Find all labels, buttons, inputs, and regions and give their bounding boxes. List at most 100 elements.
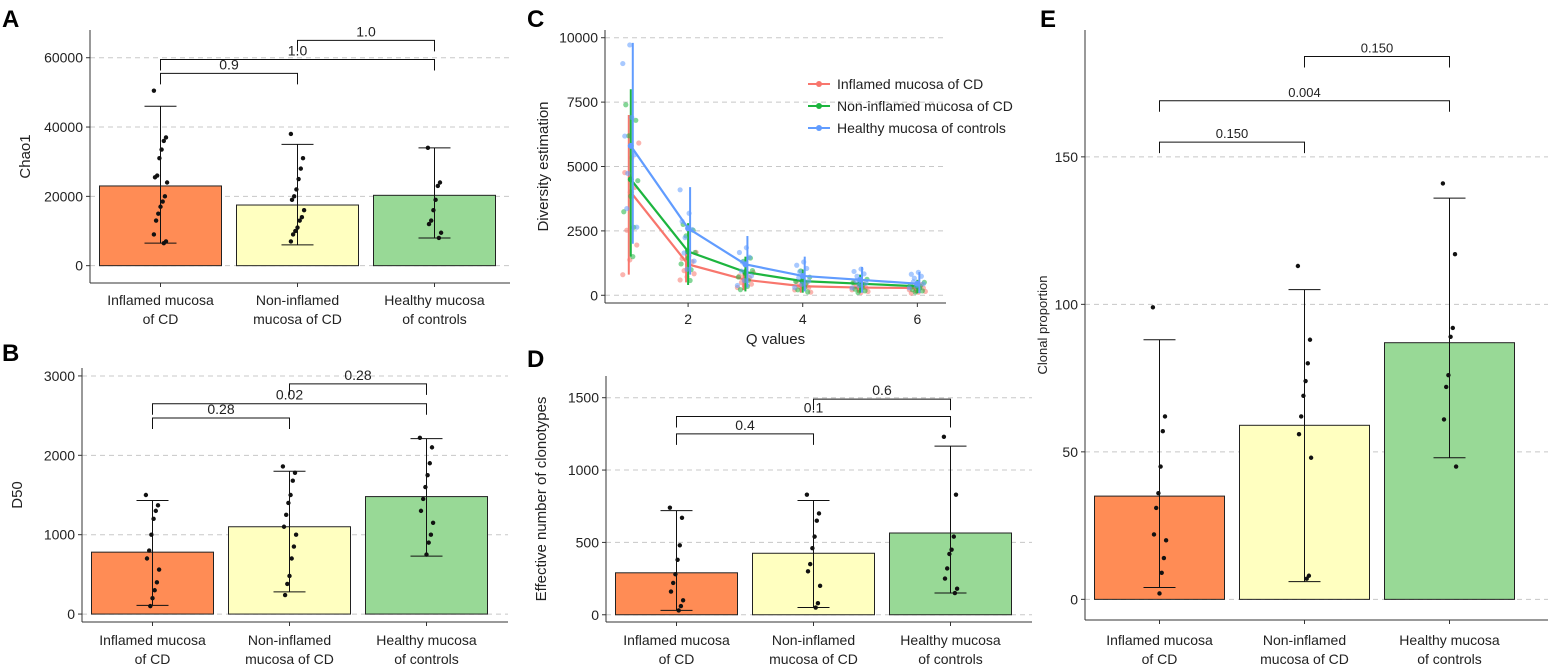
data-point: [1159, 570, 1164, 575]
sample-point: [794, 262, 800, 268]
panel-d: 0 500 1000 1500 Inflamed mucosa of CD Non-infl…: [533, 376, 1032, 665]
sample-point: [741, 278, 748, 284]
p-value-label: 0.28: [344, 367, 371, 383]
sample-point: [920, 281, 926, 287]
data-point: [1452, 252, 1458, 257]
data-point: [298, 166, 303, 171]
sample-point: [691, 271, 697, 277]
data-point: [429, 218, 434, 223]
data-point: [288, 131, 294, 137]
x-tick-label: Inflamed mucosa: [99, 632, 206, 648]
y-tick-label: 2000: [44, 447, 75, 463]
x-tick-label: mucosa of CD: [245, 651, 334, 665]
data-point: [678, 603, 684, 609]
data-point: [1163, 538, 1169, 543]
data-point: [1157, 591, 1162, 596]
y-tick-label: 7500: [567, 94, 598, 110]
data-point: [156, 211, 161, 216]
data-point: [680, 598, 686, 603]
y-tick-label: 3000: [44, 368, 75, 384]
data-point: [291, 544, 297, 549]
p-value-label: 1.0: [356, 23, 376, 39]
y-tick-label: 10000: [559, 30, 598, 46]
sample-point: [677, 187, 683, 193]
data-point: [161, 138, 166, 144]
x-tick-label: Healthy mucosa: [376, 632, 477, 648]
data-point: [289, 197, 295, 203]
y-tick-label: 5000: [567, 159, 598, 175]
data-point: [144, 556, 150, 561]
data-point: [427, 461, 432, 466]
sample-point: [908, 271, 914, 277]
significance-bracket: [676, 433, 814, 445]
x-tick-label: 2: [684, 311, 692, 327]
sample-point: [735, 274, 742, 280]
data-point: [426, 221, 432, 227]
x-tick-label: of CD: [135, 651, 171, 665]
data-point: [1296, 431, 1302, 437]
data-point: [437, 180, 443, 185]
significance-bracket: [813, 398, 951, 411]
data-point: [1162, 414, 1168, 419]
x-tick-label: Non-inflamed: [248, 632, 331, 648]
x-tick-label: Healthy mucosa: [384, 292, 485, 308]
data-point: [668, 589, 674, 594]
panel-label: D: [527, 346, 544, 373]
panel-a: 0 20000 40000 60000 Inflamed mucosa of CD Non-…: [17, 23, 510, 327]
x-tick-label: Healthy mucosa: [900, 632, 1001, 648]
sample-point: [691, 258, 697, 264]
p-value-label: 0.4: [735, 417, 755, 433]
y-axis-label: Clonal proportion: [1035, 275, 1050, 374]
panel-c: 0 2500 5000 7500 10000 2 4 6 Inflamed mucosa of …: [535, 30, 1013, 348]
legend-key-point: [816, 125, 822, 131]
data-point: [1450, 325, 1456, 331]
panel-label: E: [1040, 6, 1056, 33]
x-tick-label: Inflamed mucosa: [107, 292, 214, 308]
y-tick-label: 20000: [44, 188, 83, 204]
data-point: [816, 511, 822, 516]
x-tick-label: Non-inflamed: [256, 292, 339, 308]
p-value-label: 0.9: [219, 56, 239, 72]
data-point: [671, 580, 676, 586]
series-point: [914, 280, 921, 287]
data-point: [301, 208, 307, 213]
data-point: [1444, 384, 1449, 390]
panel-e: 0 50 100 150 Inflamed mucosa of CD Non-inflame…: [1035, 30, 1548, 665]
panel-label: B: [2, 340, 19, 367]
sample-point: [681, 250, 687, 256]
data-point: [951, 534, 956, 539]
data-point: [143, 492, 149, 498]
sample-point: [797, 269, 803, 275]
y-tick-label: 2500: [567, 223, 598, 239]
y-tick-label: 60000: [44, 50, 83, 66]
data-point: [1160, 429, 1166, 434]
data-point: [667, 505, 673, 510]
data-point: [1299, 414, 1304, 419]
data-point: [942, 576, 948, 581]
data-point: [679, 515, 685, 521]
x-tick-label: Non-inflamed: [1263, 632, 1346, 648]
x-tick-label: mucosa of CD: [769, 651, 858, 665]
y-tick-label: 150: [1055, 149, 1079, 165]
x-tick-label: of CD: [1142, 651, 1178, 665]
panel-label: A: [2, 6, 19, 33]
data-point: [1440, 181, 1446, 186]
legend-label: Non-inflamed mucosa of CD: [837, 98, 1013, 114]
sample-point: [738, 268, 745, 274]
p-value-label: 0.150: [1216, 126, 1249, 141]
sample-point: [622, 133, 628, 139]
significance-bracket: [1304, 56, 1450, 68]
sample-point: [805, 289, 811, 295]
sample-point: [736, 249, 743, 256]
x-axis-label: Q values: [746, 331, 805, 348]
data-point: [1150, 305, 1156, 310]
legend-key-point: [816, 103, 822, 109]
data-point: [814, 518, 819, 523]
y-axis-label: Effective number of clonotypes: [533, 397, 550, 602]
data-point: [1295, 263, 1301, 269]
data-point: [152, 588, 157, 593]
data-point: [300, 156, 306, 161]
data-point: [426, 540, 431, 545]
data-point: [280, 464, 286, 469]
